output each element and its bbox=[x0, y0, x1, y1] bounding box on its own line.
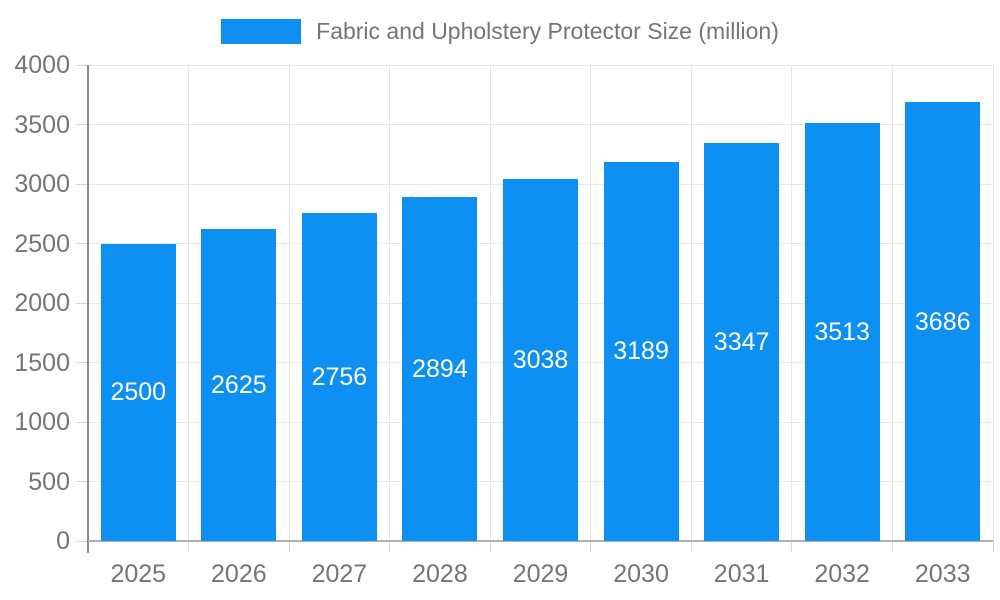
x-axis-label: 2025 bbox=[110, 560, 167, 588]
x-axis-tick bbox=[791, 541, 793, 552]
bar bbox=[100, 243, 176, 541]
y-axis-tick bbox=[76, 421, 88, 423]
x-axis-tick bbox=[690, 541, 692, 552]
bar-value-label: 3513 bbox=[814, 317, 870, 346]
gridline-vertical bbox=[891, 65, 893, 541]
bar bbox=[201, 228, 277, 541]
gridline-vertical bbox=[389, 65, 391, 541]
y-axis-tick bbox=[76, 481, 88, 482]
gridline-horizontal bbox=[88, 64, 993, 66]
y-axis-tick bbox=[76, 64, 88, 66]
x-axis-label: 2031 bbox=[713, 560, 770, 588]
gridline-vertical bbox=[690, 65, 692, 541]
y-axis-label: 500 bbox=[28, 467, 70, 496]
bar bbox=[301, 213, 377, 541]
bar bbox=[804, 122, 880, 541]
y-axis-label: 3000 bbox=[14, 170, 70, 198]
y-axis-label: 4000 bbox=[14, 51, 70, 79]
legend-swatch bbox=[221, 18, 302, 44]
bar bbox=[905, 102, 981, 541]
plot-area: 0 500 1000 1500 2000 2500 3000 3500 4000 2500 2025… bbox=[14, 51, 994, 588]
bar-value-label: 2500 bbox=[110, 378, 167, 407]
gridline-vertical bbox=[489, 65, 491, 541]
x-axis-label: 2026 bbox=[211, 560, 267, 588]
bar-value-label: 2756 bbox=[311, 363, 368, 392]
gridline-vertical bbox=[992, 65, 994, 541]
y-axis-line bbox=[87, 65, 89, 553]
gridline-vertical bbox=[288, 65, 290, 541]
gridline-vertical bbox=[791, 65, 793, 541]
bar-value-label: 2894 bbox=[412, 354, 468, 383]
y-axis-label: 3500 bbox=[14, 110, 70, 139]
x-axis-tick bbox=[992, 541, 994, 552]
x-axis-label: 2033 bbox=[914, 560, 971, 588]
y-axis-tick bbox=[76, 183, 88, 185]
y-axis-label: 0 bbox=[56, 527, 70, 555]
bar bbox=[402, 196, 478, 541]
y-axis-tick bbox=[76, 302, 88, 304]
legend-label: Fabric and Upholstery Protector Size (mi… bbox=[316, 17, 779, 44]
y-axis-label: 2500 bbox=[14, 229, 70, 258]
x-axis-tick bbox=[288, 541, 290, 552]
y-axis-tick bbox=[76, 124, 88, 125]
x-axis-label: 2028 bbox=[412, 560, 468, 588]
x-axis-tick bbox=[489, 541, 491, 552]
x-axis-label: 2032 bbox=[814, 560, 870, 588]
y-axis-tick bbox=[76, 243, 88, 244]
bar-value-label: 3038 bbox=[512, 346, 569, 375]
legend: Fabric and Upholstery Protector Size (mi… bbox=[0, 16, 1000, 46]
x-axis-tick bbox=[188, 541, 190, 552]
bar bbox=[503, 179, 578, 541]
x-axis-tick bbox=[590, 541, 592, 552]
x-axis-label: 2030 bbox=[613, 560, 669, 588]
y-axis-tick bbox=[76, 362, 88, 363]
x-axis-label: 2027 bbox=[311, 560, 368, 588]
bar bbox=[603, 161, 679, 541]
y-axis-label: 1000 bbox=[14, 408, 70, 436]
gridline-horizontal bbox=[88, 124, 993, 125]
bar-value-label: 2625 bbox=[211, 370, 267, 399]
x-axis-tick bbox=[389, 541, 391, 552]
bar-value-label: 3347 bbox=[713, 327, 770, 356]
bar-value-label: 3189 bbox=[613, 337, 669, 366]
gridline-vertical bbox=[188, 65, 190, 541]
x-axis-tick bbox=[891, 541, 893, 552]
bar bbox=[704, 142, 780, 541]
x-axis-label: 2029 bbox=[512, 560, 569, 588]
gridline-vertical bbox=[590, 65, 592, 541]
y-axis-tick bbox=[76, 540, 88, 542]
y-axis-label: 2000 bbox=[14, 289, 70, 317]
y-axis-label: 1500 bbox=[14, 348, 70, 377]
x-axis-line bbox=[88, 540, 993, 542]
bar-value-label: 3686 bbox=[914, 307, 971, 336]
